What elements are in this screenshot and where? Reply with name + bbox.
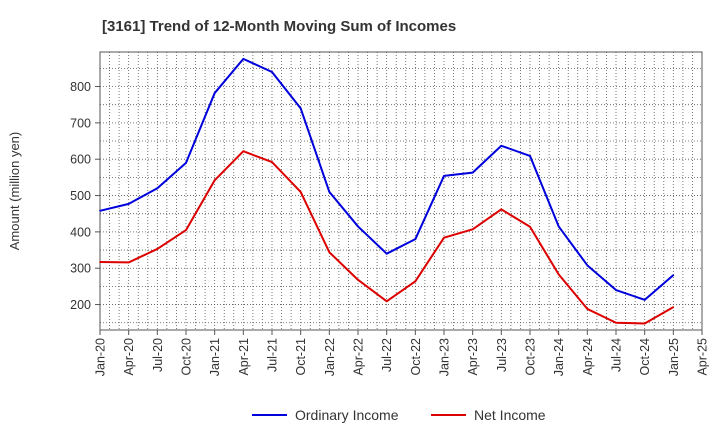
x-axis-ticks: Jan-20 Apr-20 Jul-20 Oct-20 Jan-21 Apr-21 Jul-… [94,330,710,376]
x-tick-label: Jan-24 [552,338,566,376]
data-point [242,150,245,153]
data-point [443,175,445,177]
data-point [357,225,359,228]
data-point [414,280,417,283]
data-point [99,261,101,263]
data-point [185,229,187,231]
legend-label-ordinary-income: Ordinary Income [295,407,399,423]
data-point [299,191,302,193]
x-tick-label: Apr-25 [696,338,710,376]
data-point [443,236,445,239]
legend: Ordinary Income Net Income [252,407,546,423]
data-point [643,299,646,301]
data-point [156,248,159,250]
data-point [615,289,617,291]
x-tick-label: Apr-24 [581,338,595,376]
y-axis-label: Amount (million yen) [7,132,22,251]
data-point [271,161,273,163]
data-point [500,144,503,147]
data-point [271,71,273,73]
x-tick-label: Jan-23 [438,338,452,376]
data-point [557,225,560,228]
data-point [99,210,101,212]
data-point [185,162,187,164]
x-tick-label: Oct-24 [638,338,652,376]
data-point [586,264,589,267]
x-tick-label: Jul-22 [380,338,394,372]
x-tick-label: Apr-21 [237,338,251,376]
data-point [385,252,388,255]
data-point [299,107,302,110]
y-tick-label: 800 [70,80,91,94]
x-tick-label: Oct-20 [180,338,194,376]
data-point [242,58,245,60]
x-tick-label: Apr-22 [352,338,366,376]
x-tick-label: Apr-20 [122,338,136,376]
data-point [672,274,675,276]
x-tick-label: Oct-22 [409,338,423,376]
x-tick-label: Apr-23 [466,338,480,376]
x-tick-label: Jan-25 [667,338,681,376]
data-point [471,171,474,174]
data-point [328,251,331,254]
x-tick-label: Jul-24 [610,338,624,372]
plot-frame [99,51,703,331]
data-point [385,300,388,303]
x-tick-label: Jul-21 [266,338,280,372]
data-point [529,225,531,228]
data-point [586,308,589,310]
data-point [357,279,359,281]
data-point [127,203,130,205]
data-point [529,155,531,157]
x-tick-label: Jul-20 [151,338,165,372]
x-tick-label: Oct-21 [294,338,308,376]
data-point [615,321,617,324]
x-tick-label: Jan-21 [208,338,222,376]
data-point [643,322,646,325]
series-line-ordinary-income [99,57,674,301]
x-tick-label: Oct-23 [524,338,538,376]
chart-title: [3161] Trend of 12-Month Moving Sum of I… [102,18,456,35]
data-point [328,191,331,193]
x-tick-label: Jan-22 [323,338,337,376]
data-point [557,273,560,276]
data-point [414,238,417,240]
y-tick-label: 500 [70,189,91,203]
data-point [127,261,130,264]
y-tick-label: 200 [70,298,91,312]
data-point [500,208,503,211]
data-point [672,306,675,308]
grid-lines [100,52,702,330]
y-tick-label: 700 [70,116,91,130]
y-tick-label: 300 [70,262,91,276]
data-point [213,92,216,94]
data-point [471,228,474,231]
y-tick-label: 600 [70,153,91,167]
y-tick-label: 400 [70,225,91,239]
data-point [156,187,159,190]
series-line-net-income [99,150,674,325]
data-point [213,179,216,182]
x-tick-label: Jan-20 [94,338,108,376]
series-lines [99,57,675,325]
legend-label-net-income: Net Income [474,407,546,423]
x-tick-label: Jul-23 [495,338,509,372]
y-axis-ticks: 200 300 400 500 600 700 800 [70,80,100,312]
